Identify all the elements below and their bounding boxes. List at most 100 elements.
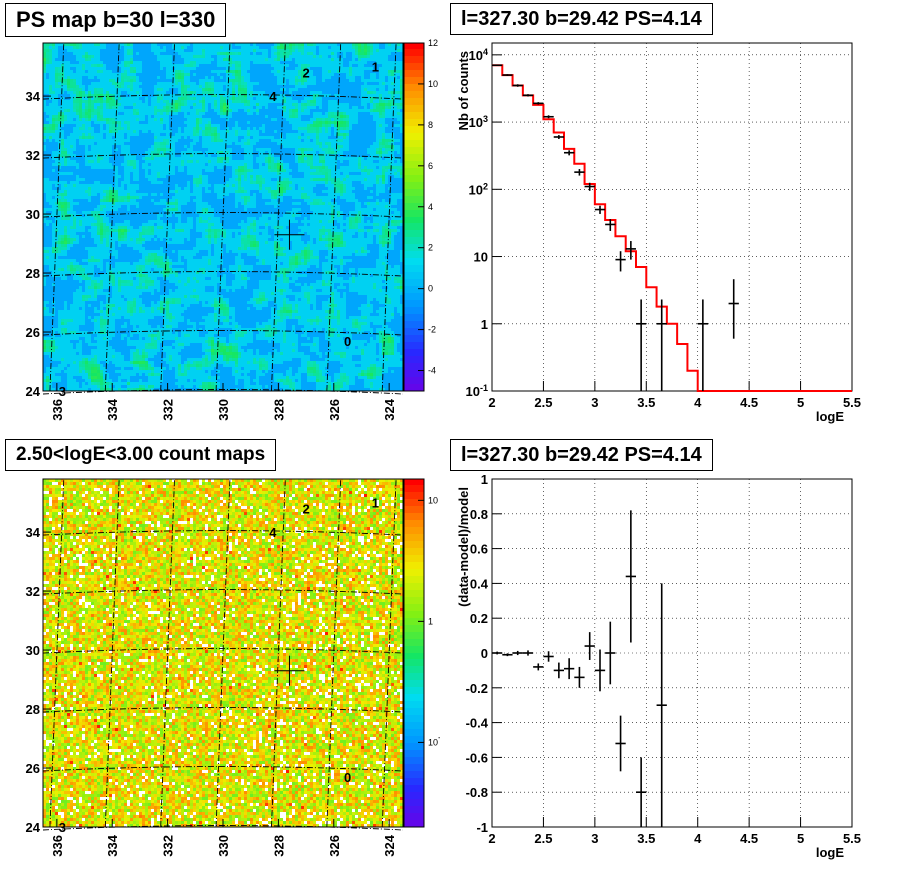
map-meridian xyxy=(215,42,231,392)
y-tick-label: -1 xyxy=(476,820,488,835)
map-annotation: 1 xyxy=(372,496,379,511)
map-y-tick-label: 24 xyxy=(26,820,41,835)
x-tick-label: 2.5 xyxy=(534,831,552,846)
ps-map-heatmap xyxy=(43,43,403,391)
map-annotation: 3 xyxy=(59,820,66,835)
y-tick-label: -0.6 xyxy=(466,750,488,765)
count-map-title: 2.50<logE<3.00 count maps xyxy=(5,439,277,471)
map-x-tick-label: 334 xyxy=(105,834,120,856)
map-parallel xyxy=(42,212,404,218)
map-y-tick-label: 28 xyxy=(26,266,40,281)
x-tick-label: 4.5 xyxy=(740,395,758,410)
count-map-colorbar xyxy=(404,479,424,827)
ps-map-title: PS map b=30 l=330 xyxy=(5,3,227,37)
map-meridian xyxy=(381,478,397,828)
colorbar-tick-label: -2 xyxy=(428,325,436,335)
map-parallel xyxy=(42,330,404,336)
ps-map-overlay: 336 334 332 330 328 326 3242426283032341240312… xyxy=(26,38,438,421)
colorbar-frame xyxy=(403,478,425,828)
map-meridian xyxy=(160,478,175,828)
y-tick-label: 104 xyxy=(469,47,488,63)
map-annotation: 2 xyxy=(302,65,309,80)
map-meridian xyxy=(49,42,65,392)
map-y-tick-label: 32 xyxy=(26,148,40,163)
x-tick-label: 2 xyxy=(488,395,495,410)
map-parallel xyxy=(42,153,404,159)
map-parallel xyxy=(42,707,404,713)
y-tick-label: 0.4 xyxy=(470,576,489,591)
map-parallel xyxy=(42,589,404,595)
map-x-tick-label: 332 xyxy=(161,399,176,421)
y-tick-label: 10 xyxy=(474,250,488,265)
count-map-heatmap xyxy=(43,479,403,827)
y-tick-label: -0.2 xyxy=(466,681,488,696)
x-tick-label: 4 xyxy=(694,831,702,846)
map-x-tick-label: 324 xyxy=(382,834,397,856)
map-x-tick-label: 324 xyxy=(382,398,397,420)
x-tick-label: 4 xyxy=(694,395,702,410)
x-tick-label: 3.5 xyxy=(637,395,655,410)
x-tick-label: 3 xyxy=(591,831,598,846)
map-meridian xyxy=(381,42,397,392)
map-y-tick-label: 26 xyxy=(26,761,40,776)
map-meridian xyxy=(215,478,231,828)
ps-map-panel: PS map b=30 l=330 336 334 332 330 328 326 324 2… xyxy=(0,0,440,435)
colorbar-tick-label: -4 xyxy=(428,366,436,376)
y-tick-label: 0.8 xyxy=(470,507,488,522)
map-meridian xyxy=(104,42,120,392)
map-parallel xyxy=(42,530,404,536)
map-parallel xyxy=(42,766,404,772)
residual-chart: 2 2.5 3 3.5 4 4.5 5 5.5 -1 -0.8 -0.6 -0.4 -0.2 0 0.2 0.… xyxy=(456,472,861,860)
map-annotation: 0 xyxy=(344,334,351,349)
map-meridian xyxy=(326,478,342,828)
colorbar-tick-label: 4 xyxy=(428,202,433,212)
colorbar-tick-label: 6 xyxy=(428,161,433,171)
x-axis-label: logE xyxy=(816,409,844,424)
y-tick-label: 1 xyxy=(481,317,488,332)
map-y-tick-label: 26 xyxy=(26,325,40,340)
map-y-tick-label: 28 xyxy=(26,702,40,717)
y-tick-label: -0.4 xyxy=(466,716,489,731)
residual-panel: l=327.30 b=29.42 PS=4.14 2 2.5 3 3.5 4 4.5 5 5.… xyxy=(440,435,898,871)
y-tick-label: -0.8 xyxy=(466,785,488,800)
map-x-tick-label: 334 xyxy=(105,398,120,420)
map-x-tick-label: 328 xyxy=(271,399,286,421)
y-tick-label: 0.2 xyxy=(470,611,488,626)
residual-title: l=327.30 b=29.42 PS=4.14 xyxy=(450,439,713,471)
colorbar-tick-label: 8 xyxy=(428,120,433,130)
map-x-tick-label: 330 xyxy=(216,835,231,857)
map-meridian xyxy=(271,42,286,392)
map-x-tick-label: 336 xyxy=(50,835,65,857)
x-tick-label: 5 xyxy=(797,395,804,410)
x-tick-label: 5.5 xyxy=(843,831,861,846)
map-x-tick-label: 332 xyxy=(161,835,176,857)
map-x-tick-label: 336 xyxy=(50,399,65,421)
map-x-tick-label: 330 xyxy=(216,399,231,421)
map-annotation: 0 xyxy=(344,770,351,785)
map-x-tick-label: 326 xyxy=(327,399,342,421)
map-parallel xyxy=(42,271,404,277)
map-annotation: 1 xyxy=(372,60,379,75)
x-tick-label: 5 xyxy=(797,831,804,846)
colorbar-frame xyxy=(403,42,425,392)
y-tick-label: 102 xyxy=(469,181,488,197)
map-y-tick-label: 32 xyxy=(26,584,40,599)
y-axis-label: Nb of counts xyxy=(456,51,471,130)
x-tick-label: 5.5 xyxy=(843,395,861,410)
map-annotation: 4 xyxy=(269,89,277,104)
x-tick-label: 4.5 xyxy=(740,831,758,846)
map-meridian xyxy=(104,478,120,828)
map-x-tick-label: 328 xyxy=(271,835,286,857)
ps-map-colorbar xyxy=(404,43,424,391)
map-parallel xyxy=(42,648,404,654)
colorbar-tick-label: 10 xyxy=(428,495,438,505)
map-annotation: 4 xyxy=(269,525,277,540)
plot-frame xyxy=(491,42,853,392)
spectrum-title: l=327.30 b=29.42 PS=4.14 xyxy=(450,3,713,35)
x-tick-label: 3.5 xyxy=(637,831,655,846)
count-map-overlay: 336 334 332 330 328 326 3242426283032341240310… xyxy=(26,478,440,857)
colorbar-tick-label: 10 xyxy=(428,79,438,89)
map-annotation: 3 xyxy=(59,384,66,399)
count-map-panel: 2.50<logE<3.00 count maps 336 334 332 330 32… xyxy=(0,435,440,871)
y-tick-label: 0.6 xyxy=(470,542,488,557)
